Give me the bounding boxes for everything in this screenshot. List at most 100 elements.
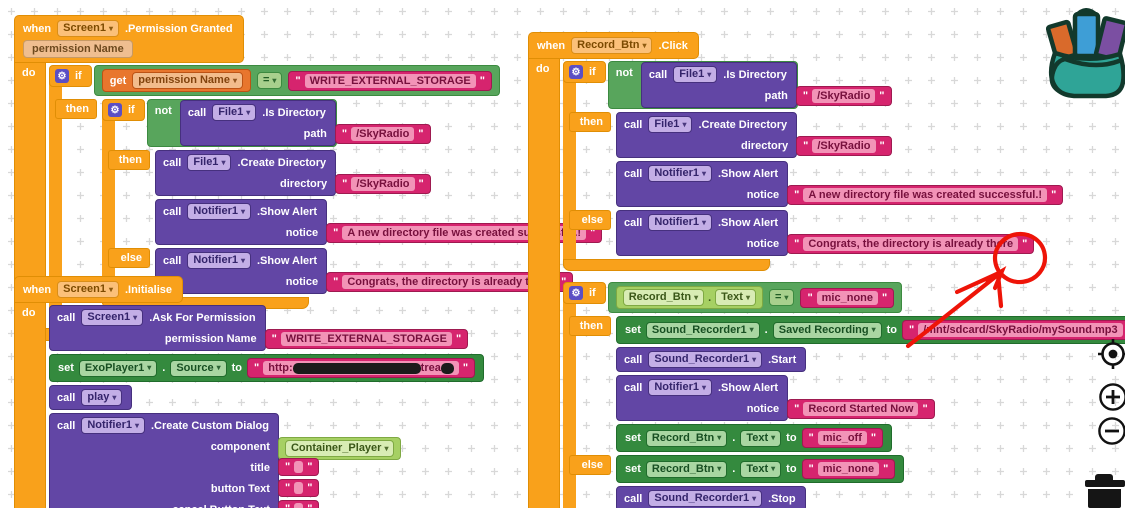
event-header[interactable]: when Screen1 ▾ .Permission Granted permis…: [14, 15, 244, 63]
dropdown-arrow-icon: ▾: [707, 69, 712, 79]
property-dropdown[interactable]: Saved Recording ▾: [772, 321, 882, 339]
component-dropdown[interactable]: Notifier1 ▾: [648, 214, 712, 231]
not-block[interactable]: not call File1 ▾ .Is Directory: [146, 99, 431, 147]
when-screen1-permission-granted-block[interactable]: when Screen1 ▾ .Permission Granted permis…: [14, 15, 603, 341]
method-name: .Create Directory: [237, 156, 327, 169]
text-string-block[interactable]: /SkyRadio: [335, 174, 431, 194]
text-string-block[interactable]: /SkyRadio: [796, 136, 892, 156]
when-record-btn-click-block[interactable]: when Record_Btn ▾ .Click do ⚙ if not call …: [528, 32, 1125, 508]
component-dropdown[interactable]: Record_Btn ▾: [622, 289, 705, 306]
redaction-scribble: [440, 362, 454, 374]
component-dropdown[interactable]: File1 ▾: [212, 104, 257, 121]
get-variable-block[interactable]: get permission Name ▾: [101, 69, 251, 92]
method-call-block[interactable]: call Notifier1▾ .Show Alert notice Congr…: [616, 210, 1035, 256]
text-string-block[interactable]: mic_none: [800, 287, 895, 308]
text-string-block[interactable]: A new directory file was created success…: [787, 185, 1064, 205]
mutator-gear-icon[interactable]: ⚙: [55, 69, 69, 83]
text-string-block[interactable]: mic_none: [801, 459, 896, 479]
method-call-block[interactable]: call Sound_Recorder1 ▾ .Stop: [616, 486, 806, 508]
property-getter-block[interactable]: Record_Btn ▾ . Text ▾: [615, 286, 763, 309]
variable-dropdown[interactable]: permission Name ▾: [132, 72, 243, 89]
text-string-block[interactable]: Congrats, the directory is already there: [787, 234, 1035, 254]
when-screen1-initialise-block[interactable]: when Screen1 ▾ .Initialise do call Screen…: [14, 276, 485, 508]
component-dropdown[interactable]: ExoPlayer1 ▾: [78, 359, 158, 377]
component-dropdown[interactable]: Notifier1 ▾: [187, 203, 251, 220]
method-call-block[interactable]: call Notifier1 ▾ .Create Custom Dialog co…: [49, 413, 402, 508]
set-property-block[interactable]: set Record_Btn▾ . Text▾ to mic_off: [616, 424, 893, 452]
mutator-gear-icon[interactable]: ⚙: [569, 286, 583, 300]
recenter-icon[interactable]: [1098, 338, 1125, 370]
component-dropdown[interactable]: Screen1 ▾: [57, 281, 119, 298]
component-dropdown[interactable]: Sound_Recorder1 ▾: [648, 351, 763, 368]
component-dropdown[interactable]: File1 ▾: [187, 154, 232, 171]
method-call-block[interactable]: call Notifier1▾ .Show Alert notice Recor…: [616, 375, 935, 421]
zoom-in-icon[interactable]: [1098, 382, 1125, 412]
text-string-block[interactable]: Record Started Now: [787, 399, 935, 419]
text-string-block[interactable]: Congrats, the directory is already there: [326, 272, 574, 292]
if-block[interactable]: ⚙ if Record_Btn▾ . Text▾ =▾ mic_none then: [563, 282, 1125, 508]
text-string-block[interactable]: /SkyRadio: [795, 86, 892, 106]
component-dropdown[interactable]: Record_Btn ▾: [645, 429, 728, 447]
call-keyword: call: [57, 391, 76, 404]
component-dropdown[interactable]: Notifier1 ▾: [81, 417, 145, 434]
method-call-block[interactable]: call Notifier1▾ .Show Alert notice A new…: [616, 161, 1064, 207]
empty-string-block[interactable]: [277, 479, 320, 497]
component-dropdown[interactable]: Screen1 ▾: [81, 309, 144, 326]
method-call-block[interactable]: call Screen1 ▾ .Ask For Permission permis…: [49, 305, 469, 351]
mutator-gear-icon[interactable]: ⚙: [569, 65, 583, 79]
event-param-chip[interactable]: permission Name: [23, 40, 133, 58]
if-block[interactable]: ⚙ if not call File1 ▾ .Is Directory: [102, 99, 603, 309]
text-string-block[interactable]: mic_off: [801, 428, 884, 448]
event-header[interactable]: when Record_Btn ▾ .Click: [528, 32, 699, 59]
text-string-block[interactable]: WRITE_EXTERNAL_STORAGE: [264, 329, 469, 349]
component-dropdown[interactable]: Notifier1 ▾: [187, 252, 251, 269]
method-call-block[interactable]: call Notifier1▾ .Show Alert notice A new…: [155, 199, 603, 245]
method-call-block[interactable]: call File1▾ .Is Directory path /SkyRadio: [179, 100, 431, 146]
property-dropdown[interactable]: Text ▾: [740, 429, 782, 447]
operator-dropdown[interactable]: = ▾: [768, 289, 795, 306]
component-dropdown[interactable]: File1 ▾: [673, 66, 718, 83]
method-call-block[interactable]: call File1 ▾ .Create Directory directory …: [616, 112, 892, 158]
set-keyword: set: [625, 463, 641, 475]
component-dropdown[interactable]: Notifier1 ▾: [648, 165, 712, 182]
mutator-gear-icon[interactable]: ⚙: [108, 103, 122, 117]
set-property-block[interactable]: set ExoPlayer1▾ . Source▾ to http:trea: [49, 354, 485, 382]
procedure-dropdown[interactable]: play ▾: [81, 389, 123, 406]
zoom-out-icon[interactable]: [1097, 416, 1125, 446]
equals-block[interactable]: get permission Name▾ =▾ WRITE_EXTERNAL_S…: [93, 65, 500, 96]
method-call-block[interactable]: call File1▾ .Is Directory path /SkyRadio: [640, 62, 892, 108]
method-call-block[interactable]: call File1 ▾ .Create Directory directory …: [155, 150, 431, 196]
not-block[interactable]: not call File1▾ .Is Directory path /SkyR…: [607, 61, 892, 109]
component-getter-block[interactable]: Container_Player ▾: [277, 437, 402, 460]
set-property-block[interactable]: set Record_Btn▾ . Text▾ to mic_none: [616, 455, 905, 483]
if-block[interactable]: ⚙ if not call File1 ▾ .Is Directory path: [563, 61, 1064, 271]
empty-string-block[interactable]: [277, 500, 320, 508]
equals-block[interactable]: Record_Btn▾ . Text▾ =▾ mic_none: [607, 282, 903, 313]
component-dropdown[interactable]: File1 ▾: [648, 116, 693, 133]
text-string-block[interactable]: http:trea: [247, 358, 476, 378]
text-string-block[interactable]: /SkyRadio: [334, 124, 431, 144]
method-call-block[interactable]: call Sound_Recorder1 ▾ .Start: [616, 347, 807, 372]
text-string-block[interactable]: WRITE_EXTERNAL_STORAGE: [288, 70, 492, 91]
if-block[interactable]: ⚙ if get permission Name▾ =▾ WRITE_EXTERN…: [49, 65, 603, 324]
method-call-block[interactable]: call Notifier1▾ .Show Alert notice Congr…: [155, 248, 574, 294]
empty-string-block[interactable]: [277, 458, 320, 476]
component-dropdown[interactable]: Record_Btn ▾: [645, 460, 728, 478]
event-header[interactable]: when Screen1 ▾ .Initialise: [14, 276, 184, 303]
set-property-block[interactable]: set Sound_Recorder1 ▾ . Saved Recording ▾ …: [616, 316, 1125, 344]
text-string-block[interactable]: /mnt/sdcard/SkyRadio/mySound.mp3: [902, 320, 1125, 340]
component-dropdown[interactable]: Sound_Recorder1 ▾: [645, 321, 760, 339]
dropdown-arrow-icon: ▾: [752, 354, 757, 364]
procedure-call-block[interactable]: call play ▾: [49, 385, 133, 410]
component-dropdown[interactable]: Container_Player ▾: [284, 440, 395, 457]
component-dropdown[interactable]: Notifier1 ▾: [648, 379, 712, 396]
property-dropdown[interactable]: Text ▾: [715, 289, 756, 306]
property-dropdown[interactable]: Text ▾: [740, 460, 782, 478]
component-dropdown[interactable]: Sound_Recorder1 ▾: [648, 490, 763, 507]
operator-dropdown[interactable]: = ▾: [256, 72, 283, 89]
property-dropdown[interactable]: Source ▾: [170, 359, 227, 377]
backpack-icon[interactable]: [1046, 4, 1125, 104]
component-dropdown[interactable]: Record_Btn ▾: [571, 37, 653, 54]
component-dropdown[interactable]: Screen1 ▾: [57, 20, 119, 37]
